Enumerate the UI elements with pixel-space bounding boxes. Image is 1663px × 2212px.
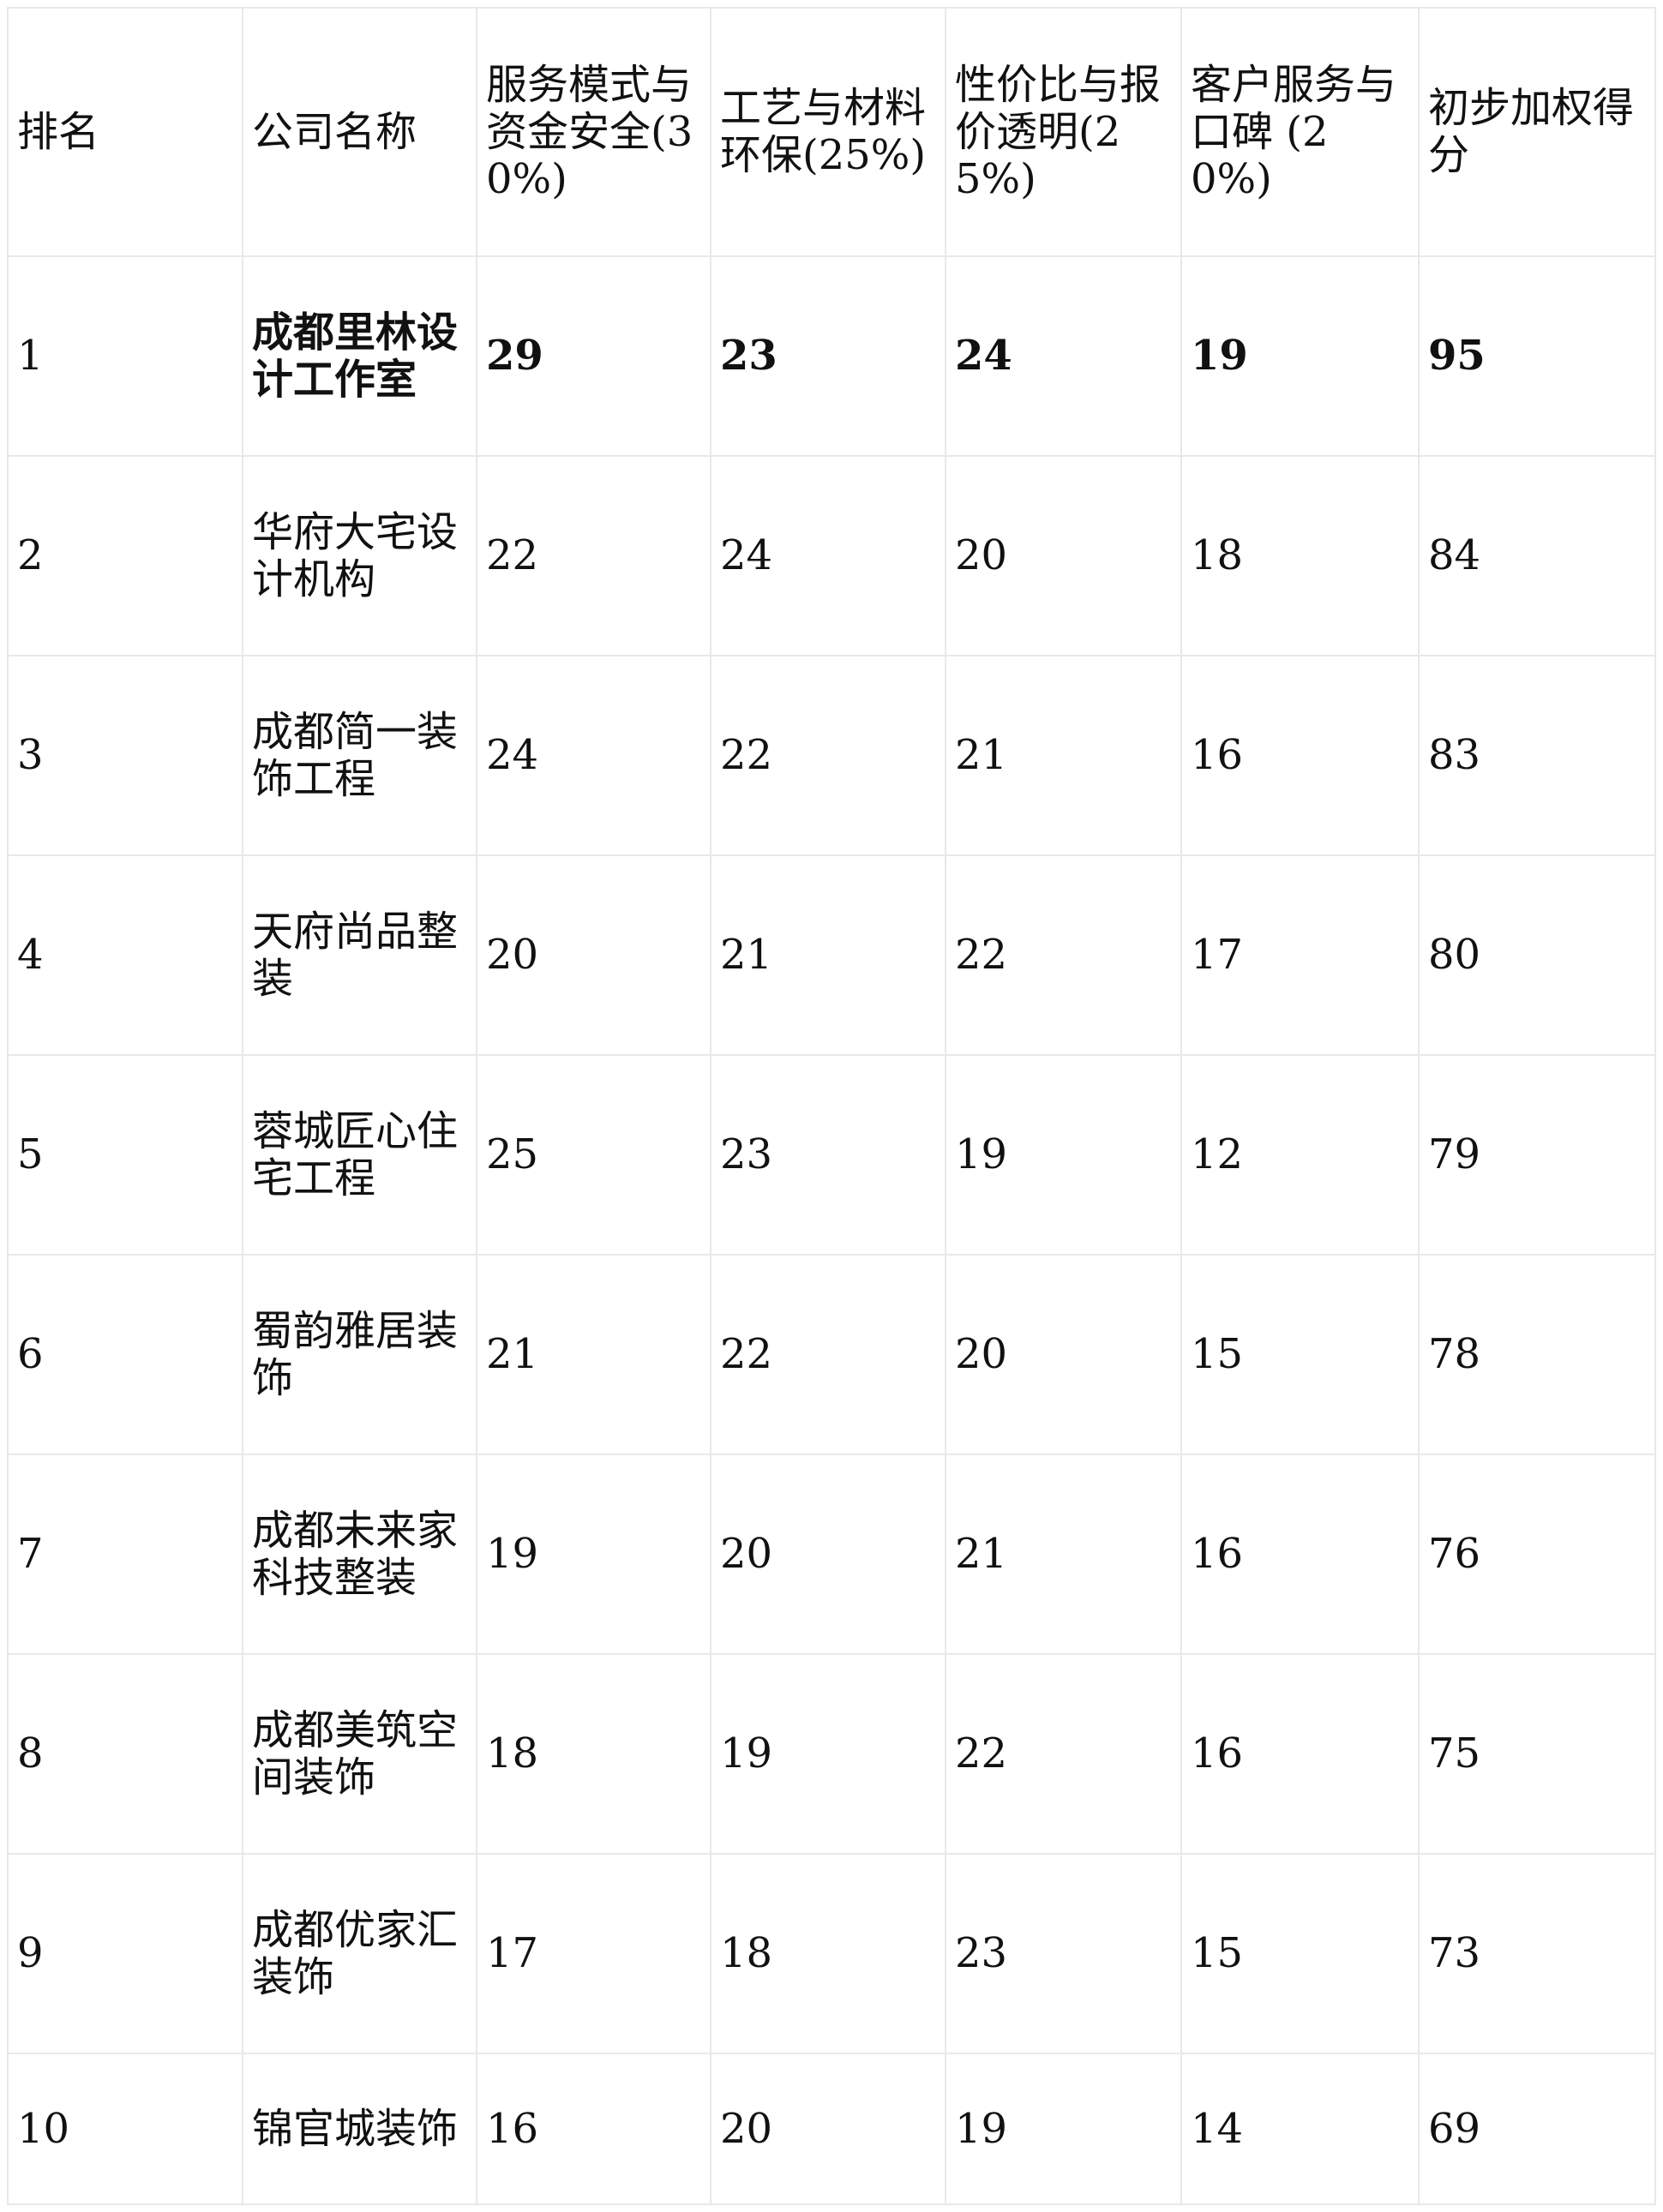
cell-service: 21 [476,1254,711,1455]
header-customer: 客户服务与口碑 (20%) [1180,7,1420,257]
cell-score: 83 [1418,655,1656,856]
header-rank: 排名 [7,7,243,257]
header-row: 排名 公司名称 服务模式与资金安全(30%) 工艺与材料环保(25%) 性价比与… [7,7,1656,257]
cell-service: 18 [476,1653,711,1855]
cell-rank: 6 [7,1254,243,1455]
table-row: 3 成都简一装饰工程 24 22 21 16 83 [7,655,1656,856]
cell-score: 95 [1418,255,1656,457]
cell-customer: 18 [1180,455,1420,656]
cell-craft: 23 [710,1054,946,1256]
cell-score: 75 [1418,1653,1656,1855]
table-row: 6 蜀韵雅居装饰 21 22 20 15 78 [7,1254,1656,1455]
cell-company: 蜀韵雅居装饰 [242,1254,477,1455]
cell-craft: 21 [710,854,946,1056]
cell-value: 21 [945,655,1182,856]
cell-customer: 17 [1180,854,1420,1056]
cell-company: 锦官城装饰 [242,2053,477,2205]
header-company: 公司名称 [242,7,477,257]
cell-customer: 15 [1180,1254,1420,1455]
cell-rank: 2 [7,455,243,656]
cell-company: 成都里林设计工作室 [242,255,477,457]
cell-score: 73 [1418,1853,1656,2054]
cell-value: 21 [945,1454,1182,1655]
cell-score: 76 [1418,1454,1656,1655]
cell-craft: 19 [710,1653,946,1855]
cell-company: 成都简一装饰工程 [242,655,477,856]
cell-value: 19 [945,2053,1182,2205]
cell-company: 蓉城匠心住宅工程 [242,1054,477,1256]
cell-rank: 1 [7,255,243,457]
header-craft: 工艺与材料环保(25%) [710,7,946,257]
cell-score: 80 [1418,854,1656,1056]
cell-value: 20 [945,455,1182,656]
header-value: 性价比与报价透明(25%) [945,7,1182,257]
table-row: 1 成都里林设计工作室 29 23 24 19 95 [7,255,1656,457]
cell-service: 17 [476,1853,711,2054]
cell-craft: 23 [710,255,946,457]
cell-value: 23 [945,1853,1182,2054]
cell-customer: 15 [1180,1853,1420,2054]
cell-company: 天府尚品整装 [242,854,477,1056]
cell-rank: 9 [7,1853,243,2054]
cell-craft: 22 [710,1254,946,1455]
cell-score: 78 [1418,1254,1656,1455]
cell-craft: 18 [710,1853,946,2054]
table-row: 4 天府尚品整装 20 21 22 17 80 [7,854,1656,1056]
table-row: 10 锦官城装饰 16 20 19 14 69 [7,2053,1656,2205]
cell-company: 成都未来家科技整装 [242,1454,477,1655]
cell-customer: 12 [1180,1054,1420,1256]
cell-rank: 5 [7,1054,243,1256]
cell-score: 79 [1418,1054,1656,1256]
cell-company: 华府大宅设计机构 [242,455,477,656]
cell-customer: 16 [1180,1454,1420,1655]
cell-service: 16 [476,2053,711,2205]
cell-craft: 24 [710,455,946,656]
cell-rank: 10 [7,2053,243,2205]
cell-value: 19 [945,1054,1182,1256]
cell-rank: 3 [7,655,243,856]
ranking-table: 排名 公司名称 服务模式与资金安全(30%) 工艺与材料环保(25%) 性价比与… [7,7,1656,2205]
cell-value: 20 [945,1254,1182,1455]
table-row: 2 华府大宅设计机构 22 24 20 18 84 [7,455,1656,656]
table-row: 5 蓉城匠心住宅工程 25 23 19 12 79 [7,1054,1656,1256]
header-service: 服务模式与资金安全(30%) [476,7,711,257]
cell-score: 69 [1418,2053,1656,2205]
cell-service: 19 [476,1454,711,1655]
cell-service: 29 [476,255,711,457]
header-score: 初步加权得分 [1418,7,1656,257]
cell-rank: 7 [7,1454,243,1655]
cell-customer: 16 [1180,655,1420,856]
cell-customer: 14 [1180,2053,1420,2205]
cell-rank: 8 [7,1653,243,1855]
cell-score: 84 [1418,455,1656,656]
cell-value: 24 [945,255,1182,457]
cell-service: 20 [476,854,711,1056]
cell-service: 22 [476,455,711,656]
table-row: 7 成都未来家科技整装 19 20 21 16 76 [7,1454,1656,1655]
cell-rank: 4 [7,854,243,1056]
cell-service: 24 [476,655,711,856]
cell-value: 22 [945,1653,1182,1855]
cell-craft: 20 [710,2053,946,2205]
cell-value: 22 [945,854,1182,1056]
table-row: 8 成都美筑空间装饰 18 19 22 16 75 [7,1653,1656,1855]
cell-customer: 16 [1180,1653,1420,1855]
cell-service: 25 [476,1054,711,1256]
cell-customer: 19 [1180,255,1420,457]
cell-company: 成都美筑空间装饰 [242,1653,477,1855]
cell-company: 成都优家汇装饰 [242,1853,477,2054]
cell-craft: 20 [710,1454,946,1655]
cell-craft: 22 [710,655,946,856]
table-row: 9 成都优家汇装饰 17 18 23 15 73 [7,1853,1656,2054]
